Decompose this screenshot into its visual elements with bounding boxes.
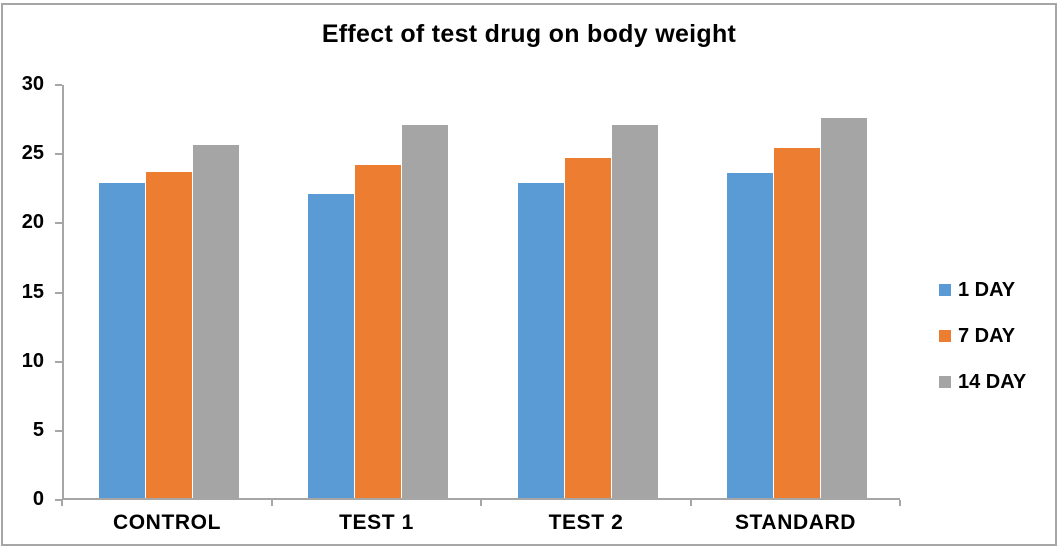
bar-test1-1day	[308, 193, 355, 498]
legend-label: 1 DAY	[958, 278, 1016, 301]
legend-swatch-icon	[939, 284, 951, 296]
y-tick-mark	[55, 84, 62, 86]
bar-test1-14day	[402, 124, 449, 498]
category-label-test1: TEST 1	[339, 511, 414, 534]
y-tick-label: 0	[32, 488, 44, 510]
x-tick-mark	[270, 500, 273, 506]
bar-test1-7day	[355, 164, 402, 498]
y-tick-label: 30	[21, 73, 44, 95]
y-tick-label: 20	[21, 211, 44, 234]
y-tick-label: 25	[21, 142, 44, 165]
bar-standard-7day	[774, 148, 821, 498]
y-tick-label: 10	[21, 349, 44, 372]
bar-control-1day	[98, 182, 145, 498]
legend-item-7day: 7 DAY	[939, 324, 1015, 348]
category-label-control: CONTROL	[112, 511, 222, 534]
bar-standard-14day	[821, 117, 868, 498]
y-tick-mark	[55, 360, 62, 363]
category-label-standard: STANDARD	[734, 511, 857, 534]
x-tick-mark	[689, 500, 692, 506]
y-tick-label: 5	[32, 418, 44, 441]
category-label-test2: TEST 2	[548, 511, 624, 534]
bar-test2-7day	[564, 157, 611, 498]
plot-area	[62, 85, 900, 500]
y-tick-mark	[55, 222, 62, 225]
bar-test2-14day	[611, 124, 658, 498]
y-tick-mark	[55, 429, 62, 432]
legend-item-1day: 1 DAY	[939, 278, 1015, 302]
x-tick-mark	[61, 500, 63, 506]
legend-swatch-icon	[939, 376, 951, 388]
x-tick-mark	[480, 500, 482, 506]
chart-title: Effect of test drug on body weight	[321, 20, 737, 48]
legend-item-14day: 14 DAY	[939, 370, 1026, 394]
legend-label: 14 DAY	[958, 370, 1027, 393]
bar-standard-1day	[727, 172, 774, 498]
y-tick-mark	[55, 499, 62, 501]
x-tick-mark	[899, 500, 901, 506]
bar-control-7day	[145, 171, 192, 498]
y-tick-label: 15	[21, 280, 44, 303]
y-tick-mark	[55, 153, 62, 156]
legend-label: 7 DAY	[958, 324, 1016, 347]
y-tick-mark	[55, 291, 62, 294]
legend-swatch-icon	[939, 330, 951, 342]
bar-control-14day	[192, 145, 239, 498]
bar-test2-1day	[517, 182, 564, 498]
